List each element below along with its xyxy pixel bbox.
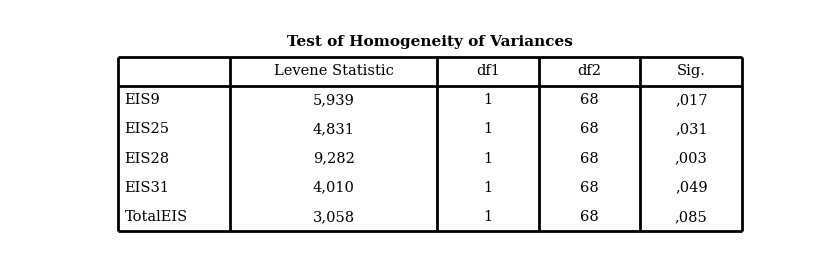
Text: ,085: ,085 <box>675 210 707 224</box>
Text: 1: 1 <box>483 181 492 195</box>
Text: Sig.: Sig. <box>677 64 706 78</box>
Text: Test of Homogeneity of Variances: Test of Homogeneity of Variances <box>287 35 573 49</box>
Text: 1: 1 <box>483 151 492 166</box>
Text: EIS31: EIS31 <box>124 181 169 195</box>
Text: 68: 68 <box>581 151 599 166</box>
Text: ,017: ,017 <box>675 93 707 107</box>
Text: ,049: ,049 <box>675 181 707 195</box>
Text: 68: 68 <box>581 93 599 107</box>
Text: 5,939: 5,939 <box>313 93 355 107</box>
Text: 68: 68 <box>581 210 599 224</box>
Text: EIS9: EIS9 <box>124 93 160 107</box>
Text: ,031: ,031 <box>675 122 707 136</box>
Text: df2: df2 <box>578 64 602 78</box>
Text: EIS25: EIS25 <box>124 122 169 136</box>
Text: 1: 1 <box>483 210 492 224</box>
Text: TotalEIS: TotalEIS <box>124 210 188 224</box>
Text: 4,831: 4,831 <box>313 122 355 136</box>
Text: 1: 1 <box>483 122 492 136</box>
Text: EIS28: EIS28 <box>124 151 169 166</box>
Text: ,003: ,003 <box>675 151 708 166</box>
Text: Levene Statistic: Levene Statistic <box>274 64 393 78</box>
Text: 68: 68 <box>581 122 599 136</box>
Text: 9,282: 9,282 <box>313 151 355 166</box>
Text: 1: 1 <box>483 93 492 107</box>
Text: 68: 68 <box>581 181 599 195</box>
Text: 3,058: 3,058 <box>313 210 355 224</box>
Text: 4,010: 4,010 <box>313 181 355 195</box>
Text: df1: df1 <box>476 64 500 78</box>
